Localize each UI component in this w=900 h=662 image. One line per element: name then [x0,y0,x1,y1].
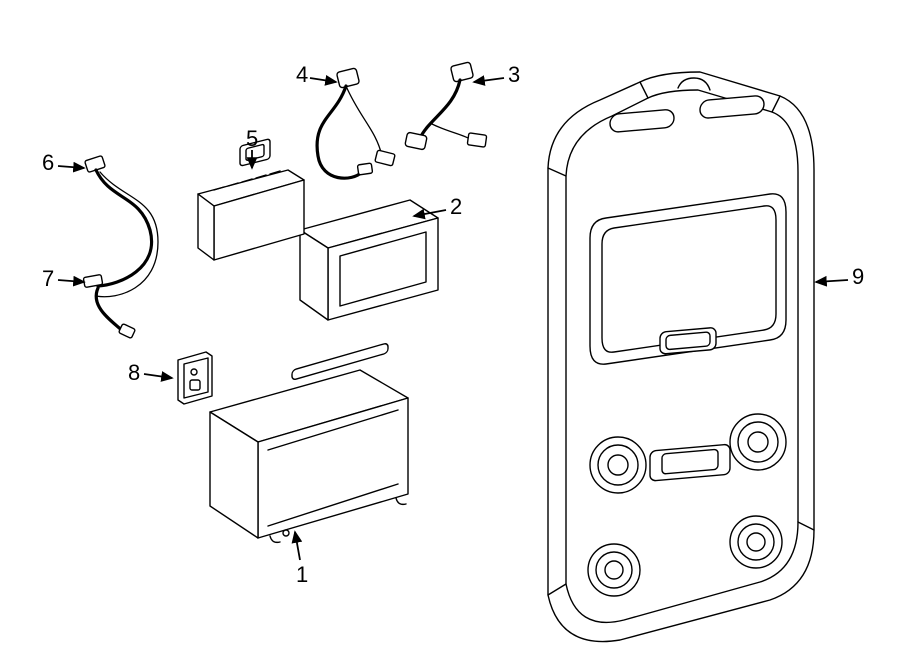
callout-label-9: 9 [852,264,864,290]
callout-label-4: 4 [296,62,308,88]
callout-label-2: 2 [450,194,462,220]
part-plate-8 [178,352,212,404]
part-cable-67 [83,156,158,339]
part-module-2 [300,200,438,320]
callout-label-3: 3 [508,62,520,88]
callout-label-6: 6 [42,150,54,176]
callout-label-8: 8 [128,360,140,386]
part-module-5 [198,139,304,260]
callout-label-7: 7 [42,266,54,292]
callout-label-5: 5 [246,126,258,152]
part-harness-3 [405,62,487,150]
part-harness-4 [317,68,395,178]
part-bezel [548,72,814,642]
part-receiver-1 [210,343,408,543]
callout-label-1: 1 [296,562,308,588]
